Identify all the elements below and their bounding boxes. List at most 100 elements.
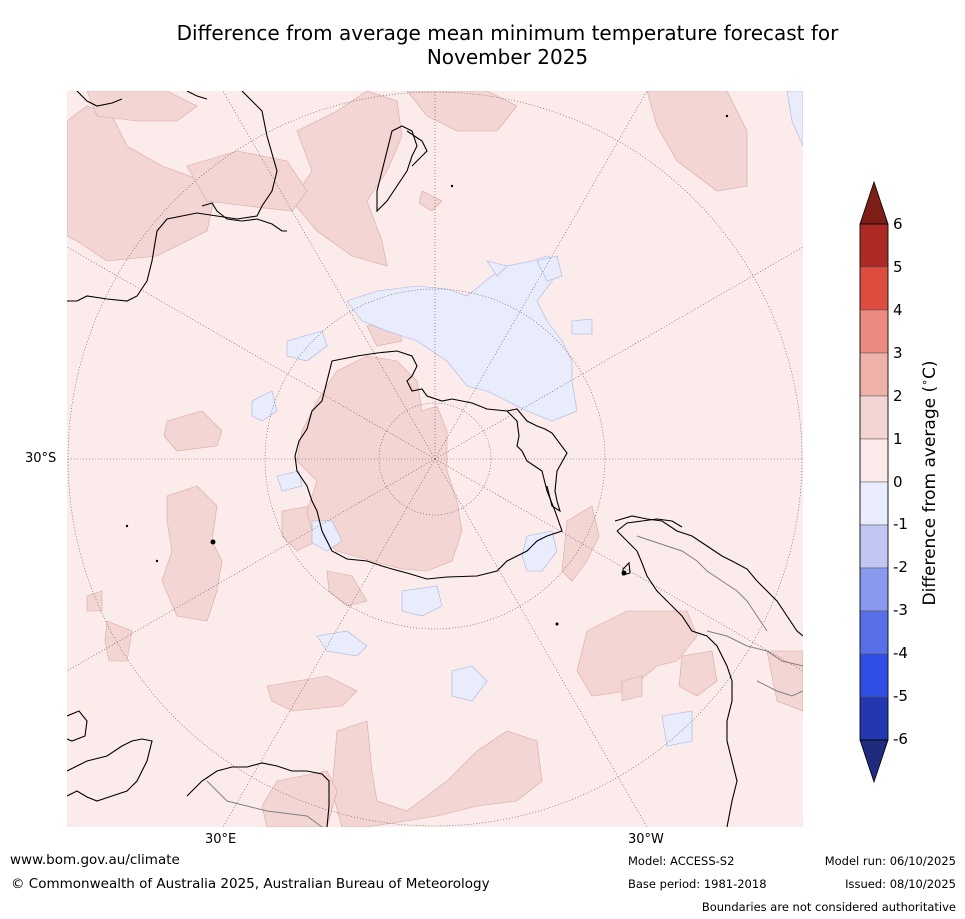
coast-africa-east	[67, 91, 278, 302]
island-2	[621, 570, 627, 576]
anomaly-patch-small-1	[326, 570, 368, 607]
anomaly-patch-pacific-small	[571, 318, 593, 335]
coast-tierra-del-fuego	[616, 518, 683, 532]
coast-madagascar	[376, 125, 418, 213]
colorbar-tick: -2	[893, 558, 908, 576]
colorbar-outline	[859, 223, 889, 741]
colorbar-tick: -3	[893, 601, 908, 619]
border-chile-argentina	[636, 535, 768, 632]
anomaly-patch-south-1	[331, 720, 543, 827]
chart-title: Difference from average mean minimum tem…	[140, 21, 875, 69]
footer-disclaimer: Boundaries are not considered authoritat…	[701, 900, 956, 914]
anomaly-patch-madagascar-sea	[291, 91, 403, 267]
coast-africa-top	[76, 91, 123, 107]
coast-australia-east	[67, 710, 88, 742]
lat-label-30s: 30°S	[25, 451, 57, 466]
anomaly-patch-top-right	[646, 91, 748, 192]
anomaly-patch-top-right-blue	[786, 91, 803, 147]
polar-map[interactable]	[67, 91, 803, 827]
anomaly-patch-amundsen	[311, 520, 343, 552]
border-australia-inner	[206, 780, 323, 827]
title-line-2: November 2025	[426, 45, 589, 69]
anomaly-patch-ross-2	[536, 255, 563, 282]
coast-antarctica	[294, 350, 563, 580]
coast-southern-africa	[201, 202, 287, 232]
footer-model: Model: ACCESS-S2	[628, 854, 735, 868]
anomaly-patch-south-atl-2	[451, 665, 488, 702]
anomaly-patch-top-left	[86, 91, 198, 122]
colorbar-tick: 4	[893, 301, 903, 319]
coast-ant-peninsula	[506, 408, 568, 513]
anomaly-patch-west-2	[161, 485, 223, 622]
colorbar-tick: -5	[893, 687, 908, 705]
colorbar-tick: 6	[893, 215, 903, 233]
border-south-america-3	[756, 680, 803, 697]
colorbar-band	[859, 395, 889, 440]
border-south-america-2	[706, 630, 803, 667]
colorbar-band	[859, 223, 889, 268]
island-4	[125, 524, 129, 528]
anomaly-patch-ross-sea	[346, 255, 578, 422]
footer-copyright: © Commonwealth of Australia 2025, Austra…	[11, 876, 490, 892]
colorbar-extend-bottom	[859, 739, 889, 784]
anomaly-patch-small-3	[418, 190, 443, 212]
footer-model-run: Model run: 06/10/2025	[824, 854, 956, 868]
coast-australia	[67, 738, 153, 802]
coastlines	[67, 91, 803, 827]
coast-australia-south	[186, 762, 330, 827]
graticule	[67, 91, 803, 827]
lon-label-30w: 30°W	[628, 832, 664, 847]
island-6	[450, 184, 454, 188]
anomaly-patch-west-1	[163, 410, 223, 452]
colorbar-band	[859, 567, 889, 612]
borders	[206, 535, 803, 827]
footer-base-period: Base period: 1981-2018	[628, 877, 767, 891]
anomaly-patch-east-sa-ocean	[561, 505, 600, 582]
anomaly-patch-nw-small	[281, 505, 318, 552]
colorbar-label: Difference from average (∘C)	[918, 360, 940, 606]
coast-south-america-2	[616, 530, 738, 827]
anomaly-patch-wilkes	[251, 390, 278, 422]
anomaly-patch-se-1	[576, 610, 698, 697]
island-5	[155, 559, 159, 563]
islands	[125, 114, 729, 626]
anomaly-patch-weddell	[521, 530, 558, 572]
colorbar-tick: 1	[893, 430, 903, 448]
colorbar-band	[859, 653, 889, 698]
anomaly-patch-top-center	[406, 91, 518, 132]
lon-label-30e: 30°E	[205, 832, 237, 847]
island-7	[725, 114, 729, 118]
colorbar-tick: 5	[893, 258, 903, 276]
anomaly-patch-sw-1	[266, 675, 358, 712]
colorbar	[845, 180, 965, 785]
coast-south-america	[614, 515, 803, 637]
coast-madagascar-tip	[406, 130, 428, 167]
colorbar-tick: -4	[893, 644, 908, 662]
anomaly-patch-east-ant	[286, 330, 328, 362]
colorbar-band	[859, 266, 889, 311]
colorbar-band	[859, 524, 889, 569]
colorbar-band	[859, 438, 889, 483]
title-line-1: Difference from average mean minimum tem…	[176, 21, 839, 45]
footer-website[interactable]: www.bom.gov.au/climate	[10, 852, 180, 868]
anomaly-patch-se-2	[621, 675, 643, 702]
anomaly-patch-se-3	[678, 650, 718, 697]
anomaly-patch-se-blue	[661, 710, 693, 747]
footer-issued: Issued: 08/10/2025	[845, 877, 956, 891]
island-3	[555, 622, 559, 626]
anomaly-patch-ross-north	[486, 260, 508, 277]
anomaly-patches-warm	[67, 91, 803, 827]
colorbar-band	[859, 696, 889, 741]
colorbar-band	[859, 610, 889, 655]
anomaly-patch-ne-blue	[276, 470, 303, 492]
colorbar-tick: -6	[893, 730, 908, 748]
anomaly-patch-indian-ocean	[186, 150, 308, 212]
anomaly-patch-small-s	[316, 630, 368, 657]
colorbar-tick: 3	[893, 344, 903, 362]
anomaly-antarctica	[296, 355, 463, 572]
colorbar-tick: -1	[893, 515, 908, 533]
colorbar-band	[859, 481, 889, 526]
island-1	[210, 539, 216, 545]
anomaly-patch-west-3	[104, 620, 133, 662]
colorbar-band	[859, 309, 889, 354]
